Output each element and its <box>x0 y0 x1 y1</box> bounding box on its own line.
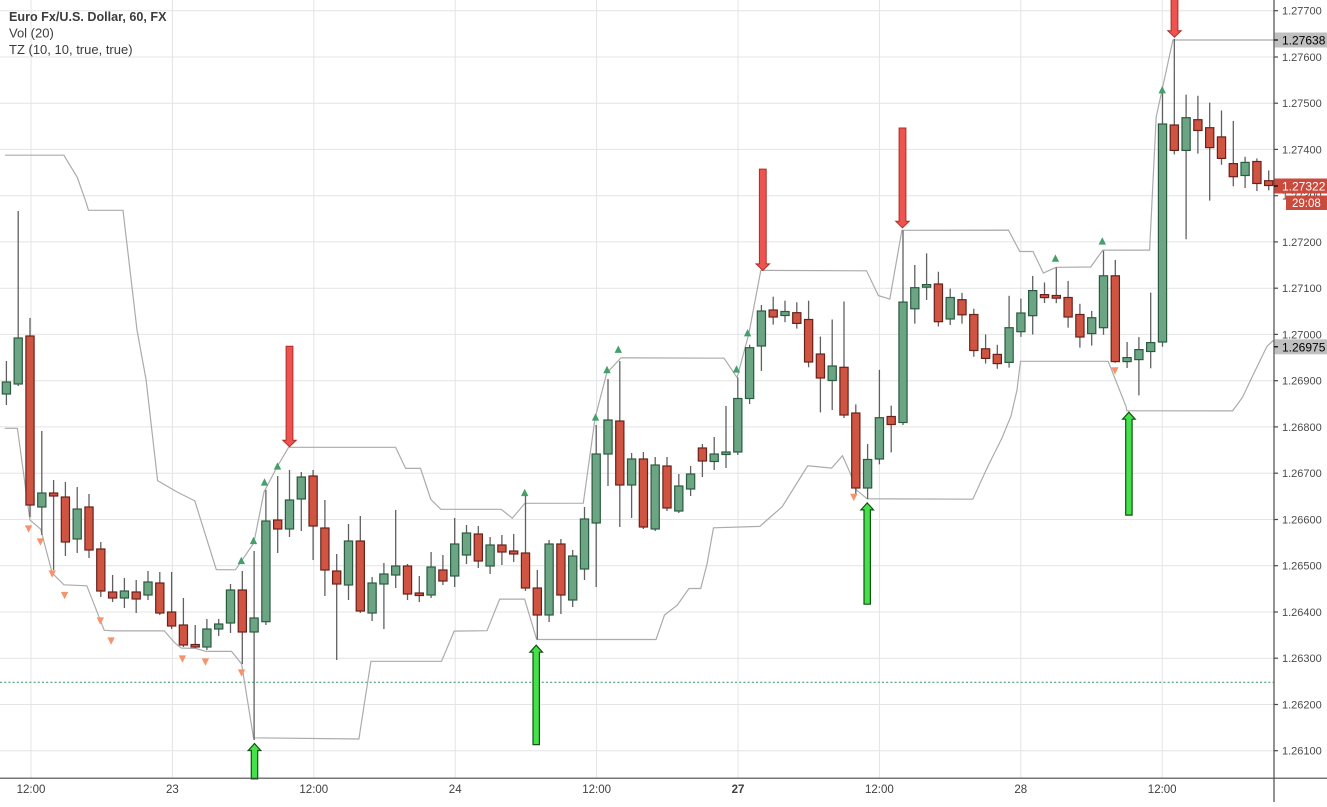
svg-text:24: 24 <box>449 784 462 796</box>
svg-text:1.26975: 1.26975 <box>1282 340 1326 354</box>
svg-text:1.26800: 1.26800 <box>1282 422 1322 434</box>
svg-text:1.27600: 1.27600 <box>1282 52 1322 64</box>
svg-text:1.26100: 1.26100 <box>1282 746 1322 758</box>
svg-text:Vol (20): Vol (20) <box>9 26 54 41</box>
svg-text:1.26900: 1.26900 <box>1282 376 1322 388</box>
svg-text:Euro Fx/U.S. Dollar, 60, FX: Euro Fx/U.S. Dollar, 60, FX <box>9 10 167 24</box>
svg-text:28: 28 <box>1014 784 1027 796</box>
svg-text:1.27200: 1.27200 <box>1282 237 1322 249</box>
svg-text:29:08: 29:08 <box>1292 198 1321 210</box>
svg-text:1.26600: 1.26600 <box>1282 515 1322 527</box>
svg-text:27: 27 <box>732 784 745 796</box>
svg-text:1.27500: 1.27500 <box>1282 98 1322 110</box>
svg-text:12:00: 12:00 <box>299 784 328 796</box>
svg-text:1.27700: 1.27700 <box>1282 6 1322 18</box>
svg-text:12:00: 12:00 <box>1148 784 1177 796</box>
svg-text:1.26400: 1.26400 <box>1282 607 1322 619</box>
svg-text:TZ (10, 10, true, true): TZ (10, 10, true, true) <box>9 42 133 57</box>
svg-text:1.26500: 1.26500 <box>1282 561 1322 573</box>
svg-text:23: 23 <box>166 784 179 796</box>
svg-text:1.26300: 1.26300 <box>1282 653 1322 665</box>
svg-text:1.26700: 1.26700 <box>1282 468 1322 480</box>
svg-text:1.27100: 1.27100 <box>1282 283 1322 295</box>
svg-text:1.27638: 1.27638 <box>1282 34 1326 48</box>
svg-text:12:00: 12:00 <box>865 784 894 796</box>
svg-text:12:00: 12:00 <box>17 784 46 796</box>
svg-text:1.27322: 1.27322 <box>1282 180 1326 194</box>
svg-text:12:00: 12:00 <box>582 784 611 796</box>
svg-text:1.27400: 1.27400 <box>1282 144 1322 156</box>
svg-text:1.26200: 1.26200 <box>1282 700 1322 712</box>
